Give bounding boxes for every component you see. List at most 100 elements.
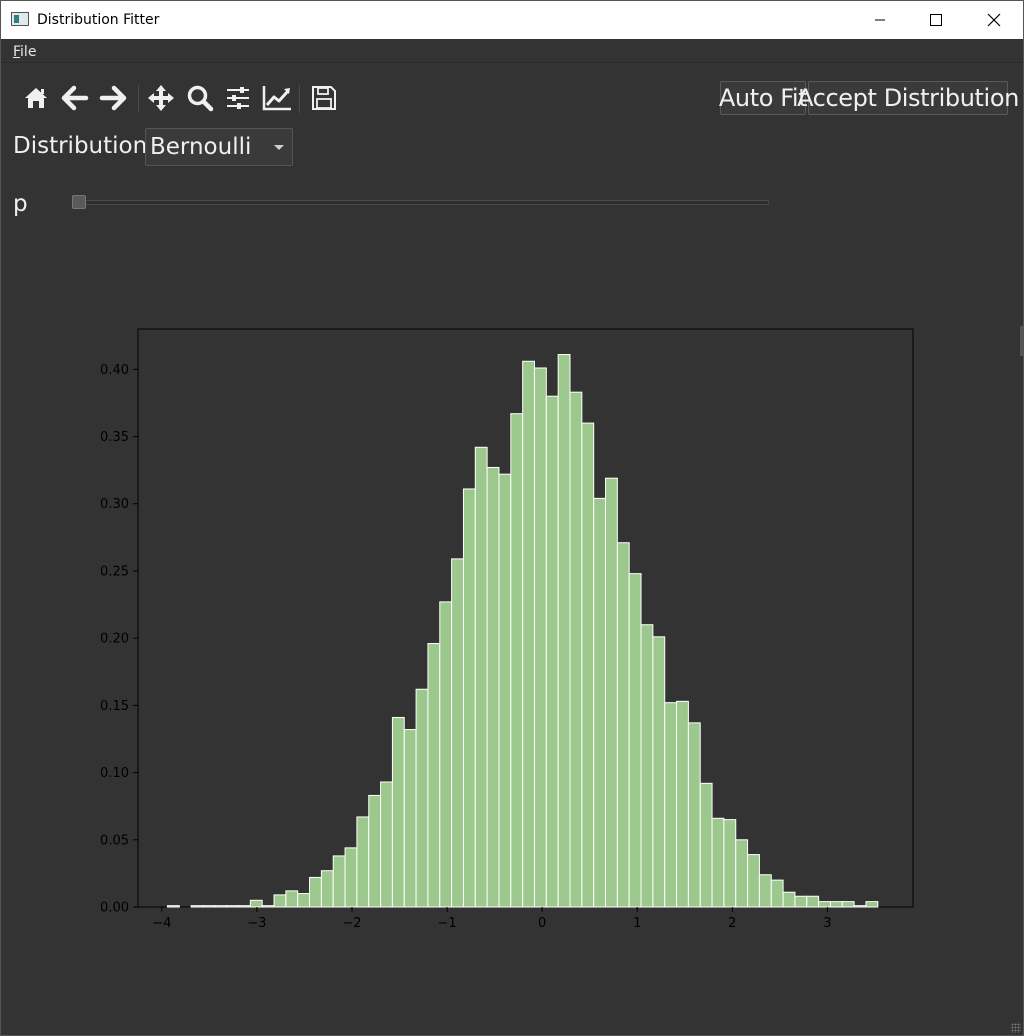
menu-bar (1, 39, 1023, 63)
histogram-bar (190, 905, 204, 908)
histogram-bar (309, 876, 322, 908)
histogram-bar (380, 781, 393, 908)
x-tick-label: 3 (823, 916, 831, 931)
x-tick-label: −1 (437, 916, 456, 931)
y-tick-label: 0.20 (100, 632, 129, 647)
histogram-bar (486, 466, 500, 908)
menu-file-mnemonic: F (13, 44, 21, 60)
configure-subplots-icon (227, 87, 249, 109)
histogram-bar (273, 894, 287, 908)
edit-axis-button[interactable] (260, 81, 294, 115)
resize-edge-mark (1020, 326, 1023, 356)
forward-button[interactable] (96, 81, 130, 115)
histogram-bar (403, 729, 417, 908)
toolbar-separator (299, 85, 300, 113)
maximize-button[interactable] (907, 1, 965, 39)
menu-file[interactable]: File (13, 44, 36, 60)
title-bar: Distribution Fitter (1, 1, 1023, 39)
y-tick-label: 0.05 (100, 833, 129, 848)
window-title: Distribution Fitter (37, 12, 160, 28)
histogram-bar (794, 895, 808, 908)
y-tick-label: 0.30 (100, 497, 129, 512)
minimize-button[interactable] (851, 1, 909, 39)
home-button[interactable] (19, 81, 53, 115)
histogram-bar (474, 446, 488, 908)
parameter-slider-track[interactable] (73, 200, 769, 205)
x-axis: −4 −3 −2 −1 0 1 2 3 (152, 907, 832, 931)
zoom-button[interactable] (183, 81, 217, 115)
histogram-bar (320, 870, 334, 908)
chevron-down-icon (274, 145, 284, 150)
back-icon (61, 85, 89, 111)
histogram-bar (285, 890, 299, 908)
histogram-bar (368, 794, 382, 908)
histogram-bar (605, 477, 618, 908)
histogram-bar (344, 847, 358, 908)
histogram-bar (640, 624, 654, 908)
y-tick-label: 0.35 (100, 430, 129, 445)
configure-subplots-button[interactable] (221, 81, 255, 115)
minimize-icon (875, 19, 885, 21)
back-button[interactable] (58, 81, 92, 115)
x-tick-label: 2 (728, 916, 736, 931)
histogram-bar (853, 905, 867, 908)
histogram-bar (652, 636, 666, 908)
histogram-bar (510, 413, 524, 908)
histogram-bar (770, 879, 784, 908)
parameter-slider-handle[interactable] (72, 195, 86, 209)
histogram-chart: −4 −3 −2 −1 0 1 2 3 0.00 0.05 0.10 0.15 0.20 0.25 0.3… (100, 328, 914, 931)
histogram-bar (249, 899, 263, 908)
histogram-bar (758, 874, 772, 908)
histogram-bar (214, 905, 228, 908)
pan-button[interactable] (144, 81, 178, 115)
distribution-select[interactable]: Bernoulli (145, 128, 293, 166)
histogram-plot[interactable]: −4 −3 −2 −1 0 1 2 3 0.00 0.05 0.10 0.15 0.20 0.25 0.3… (1, 231, 1023, 1011)
maximize-icon (930, 14, 942, 26)
home-icon (25, 88, 47, 108)
histogram-bar (226, 905, 240, 908)
histogram-bar (581, 422, 595, 908)
y-tick-label: 0.40 (100, 363, 129, 378)
menu-file-rest: ile (20, 44, 37, 60)
y-tick-label: 0.10 (100, 766, 129, 781)
histogram-bar (557, 354, 571, 908)
histogram-bar (735, 839, 749, 908)
x-tick-label: −3 (247, 916, 266, 931)
histogram-bar (462, 488, 476, 908)
histogram-bar (782, 891, 796, 908)
histogram-bar (865, 901, 879, 908)
histogram-bar (533, 367, 547, 908)
histogram-bar (628, 573, 642, 908)
app-icon (11, 12, 29, 26)
histogram-bar (166, 905, 180, 908)
histogram-bar (238, 905, 251, 908)
close-button[interactable] (965, 1, 1023, 39)
histogram-bar (498, 473, 512, 908)
histogram-bar (439, 601, 453, 908)
accept-distribution-button[interactable]: Accept Distribution (797, 81, 1019, 115)
histogram-bar (451, 558, 464, 908)
y-axis: 0.00 0.05 0.10 0.15 0.20 0.25 0.30 0.35 0.40 (100, 363, 138, 916)
y-tick-label: 0.15 (100, 699, 129, 714)
histogram-bar (391, 716, 405, 908)
save-button[interactable] (307, 81, 341, 115)
histogram-bar (522, 360, 535, 908)
histogram-bar (202, 905, 216, 908)
histogram-bar (415, 688, 429, 908)
histogram-bar (616, 542, 630, 908)
histogram-bar (545, 395, 559, 908)
save-icon (312, 86, 336, 110)
auto-fit-button[interactable]: Auto Fit (719, 81, 808, 115)
edit-axis-icon (262, 86, 291, 111)
histogram-bar (664, 702, 678, 908)
histogram-bars (166, 354, 879, 908)
histogram-bar (747, 854, 760, 908)
forward-icon (99, 85, 127, 111)
histogram-bar (711, 817, 725, 908)
size-grip-icon[interactable] (1011, 1023, 1021, 1033)
histogram-bar (829, 901, 843, 908)
histogram-bar (806, 895, 820, 908)
histogram-bar (676, 700, 689, 908)
histogram-bar (332, 855, 346, 908)
